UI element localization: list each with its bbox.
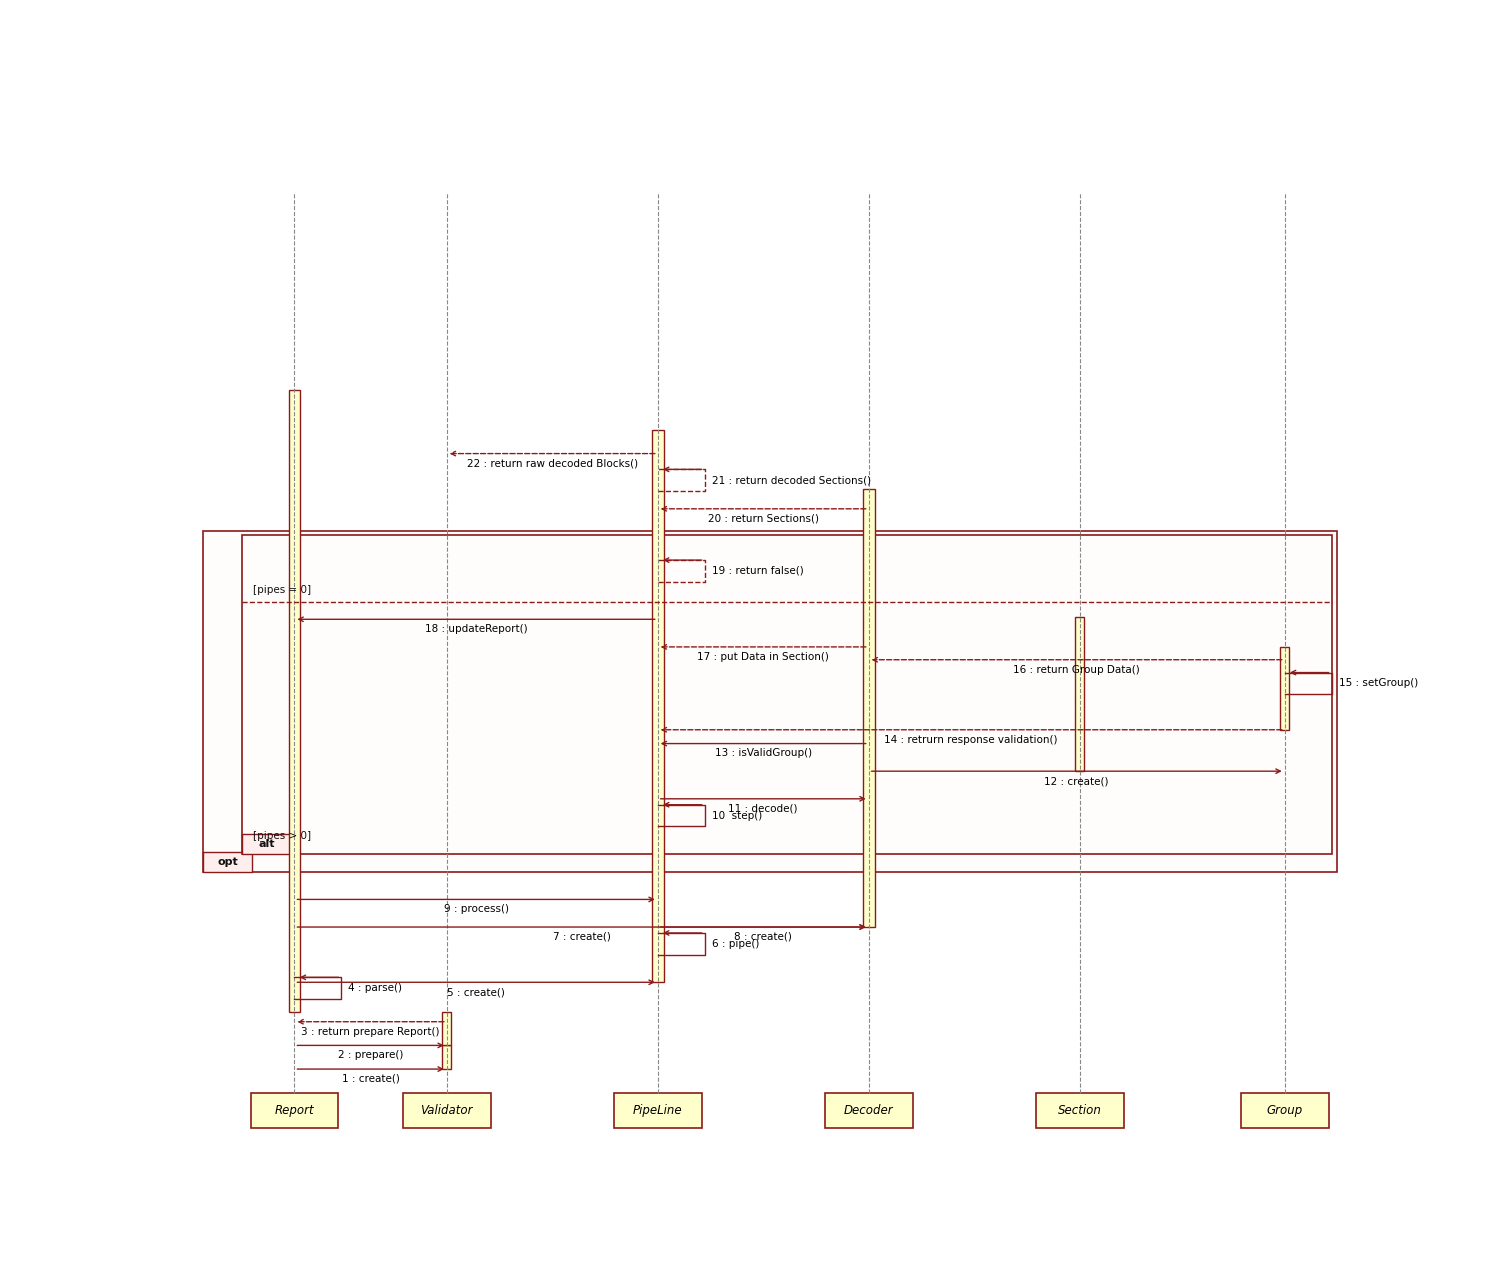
Text: Report: Report (275, 1104, 314, 1117)
Bar (614, 1093, 702, 1129)
Text: Validator: Validator (420, 1104, 473, 1117)
Bar (442, 1012, 452, 1045)
Bar (863, 489, 874, 927)
Text: Decoder: Decoder (844, 1104, 894, 1117)
Text: 15 : setGroup(): 15 : setGroup() (1338, 679, 1418, 688)
Text: 19 : return false(): 19 : return false() (712, 566, 803, 576)
Text: opt: opt (218, 857, 237, 867)
Bar (242, 535, 1332, 854)
Text: 22 : return raw decoded Blocks(): 22 : return raw decoded Blocks() (467, 459, 638, 469)
Bar (203, 852, 253, 872)
Text: 7 : create(): 7 : create() (552, 931, 611, 942)
Text: PipeLine: PipeLine (634, 1104, 682, 1117)
Text: 13 : isValidGroup(): 13 : isValidGroup() (715, 748, 812, 758)
Bar (402, 1093, 491, 1129)
Bar (824, 1093, 913, 1129)
Bar (251, 1093, 339, 1129)
Text: 14 : retrurn response validation(): 14 : retrurn response validation() (885, 734, 1058, 744)
Text: 5 : create(): 5 : create() (448, 988, 505, 997)
Bar (1241, 1093, 1329, 1129)
Text: 2 : prepare(): 2 : prepare() (339, 1050, 404, 1061)
Bar (442, 1045, 452, 1070)
Text: 17 : put Data in Section(): 17 : put Data in Section() (697, 652, 829, 662)
Text: 16 : return Group Data(): 16 : return Group Data() (1013, 665, 1140, 675)
Text: 20 : return Sections(): 20 : return Sections() (708, 514, 818, 524)
Text: 3 : return prepare Report(): 3 : return prepare Report() (301, 1026, 440, 1036)
Text: 18 : updateReport(): 18 : updateReport() (425, 624, 528, 634)
Text: 6 : pipe(): 6 : pipe() (712, 939, 759, 949)
Text: 11 : decode(): 11 : decode() (729, 803, 798, 813)
Text: [pipes = 0]: [pipes = 0] (254, 584, 311, 594)
Bar (1036, 1093, 1123, 1129)
Bar (242, 834, 290, 854)
Bar (1075, 617, 1084, 771)
Text: 9 : process(): 9 : process() (443, 904, 508, 915)
Text: 8 : create(): 8 : create() (735, 931, 792, 942)
Text: 1 : create(): 1 : create() (342, 1073, 399, 1084)
Text: 4 : parse(): 4 : parse() (348, 984, 402, 993)
Bar (652, 430, 664, 983)
Text: 12 : create(): 12 : create() (1045, 776, 1108, 787)
Bar (289, 391, 301, 1012)
Bar (203, 530, 1337, 872)
Text: 10  step(): 10 step() (712, 811, 762, 821)
Bar (203, 530, 1337, 872)
Text: [pipes > 0]: [pipes > 0] (254, 831, 311, 842)
Text: 21 : return decoded Sections(): 21 : return decoded Sections() (712, 475, 871, 485)
Text: alt: alt (259, 839, 275, 849)
Text: Section: Section (1057, 1104, 1102, 1117)
Bar (1281, 647, 1290, 730)
Text: Group: Group (1267, 1104, 1303, 1117)
